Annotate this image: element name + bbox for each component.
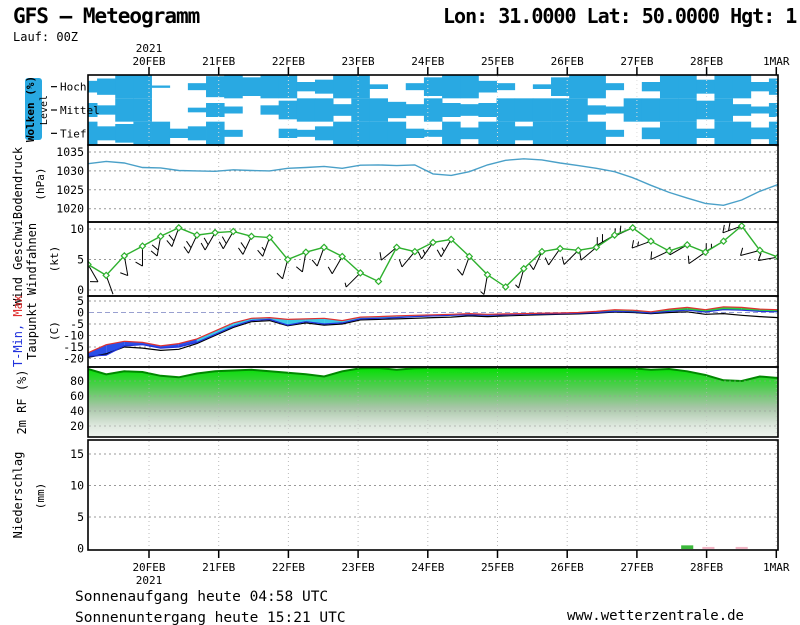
date-label: 24FEB: [411, 561, 444, 574]
wind-tick-label: 0: [77, 283, 84, 297]
date-label: 22FEB: [272, 55, 305, 68]
clouds-panel: Wolken (%) Level Hoch Mittel Tief: [24, 74, 779, 146]
date-label: 26FEB: [551, 561, 584, 574]
date-label: 21FEB: [202, 55, 235, 68]
precip-tick-label: 10: [70, 479, 84, 493]
pressure-unit-label: (hPa): [34, 167, 47, 200]
bottom-date-axis: 20FEB 21FEB 22FEB 23FEB 24FEB 25FEB 26FEB 27FEB…: [132, 550, 790, 587]
temperature-tick-label: -15: [63, 340, 84, 354]
wind-axis-title: Wind Geschwi.: [11, 212, 25, 306]
temperature-panel: 50-5-10-15-20 T-Min, Max Taupunkt (C): [11, 294, 779, 368]
year-label: 2021: [136, 42, 163, 55]
clouds-level-label: Level: [39, 95, 50, 125]
date-label: 28FEB: [690, 561, 723, 574]
coordinates-label: Lon: 31.0000 Lat: 50.0000 Hgt: 1: [443, 4, 797, 28]
temperature-tick-label: -20: [63, 352, 84, 366]
wind-unit-label: (kt): [48, 246, 61, 273]
page-title: GFS – Meteogramm: [13, 4, 200, 28]
date-label: 1MAR: [763, 55, 790, 68]
wind-tick-label: 10: [70, 222, 84, 236]
pressure-panel: 1035 1030 1025 1020 Bodendruck (hPa): [11, 144, 779, 223]
clouds-axis-title: Wolken (%): [24, 76, 37, 142]
date-label: 1MAR: [763, 561, 790, 574]
date-label: 24FEB: [411, 55, 444, 68]
humidity-tick-label: 80: [70, 374, 84, 388]
temperature-axis-title: T-Min, Max: [11, 295, 25, 367]
date-label: 23FEB: [342, 55, 375, 68]
humidity-axis-title: 2m RF (%): [15, 369, 29, 434]
date-label: 20FEB: [132, 55, 165, 68]
date-label: 26FEB: [551, 55, 584, 68]
year-label: 2021: [136, 574, 163, 587]
pressure-tick-label: 1030: [56, 164, 84, 178]
temperature-tick-label: 0: [77, 306, 84, 320]
temperature-tick-label: 5: [77, 294, 84, 308]
date-label: 28FEB: [690, 55, 723, 68]
cloud-level-label: Hoch: [60, 81, 87, 94]
date-label: 27FEB: [620, 55, 653, 68]
run-label: Lauf: 00Z: [13, 30, 78, 44]
precip-bar: [702, 546, 715, 549]
humidity-tick-label: 20: [70, 419, 84, 433]
sunrise-label: Sonnenaufgang heute 04:58 UTC: [75, 589, 328, 605]
watermark: www.wetterzentrale.de: [567, 608, 744, 624]
precip-bar: [735, 546, 748, 549]
temperature-unit-label: (C): [48, 321, 61, 341]
date-label: 25FEB: [481, 55, 514, 68]
temperature-tick-label: -5: [70, 317, 84, 331]
pressure-tick-label: 1025: [56, 183, 84, 197]
cloud-level-label: Mittel: [60, 104, 100, 117]
precip-axis-title: Niederschlag: [11, 452, 25, 539]
date-label: 20FEB: [132, 561, 165, 574]
date-label: 22FEB: [272, 561, 305, 574]
pressure-tick-label: 1035: [56, 145, 84, 159]
sunset-label: Sonnenuntergang heute 15:21 UTC: [75, 610, 346, 625]
date-label: 25FEB: [481, 561, 514, 574]
temperature-tick-label: -10: [63, 329, 84, 343]
cloud-level-label: Tief: [60, 127, 87, 140]
date-label: 23FEB: [342, 561, 375, 574]
wind-tick-label: 5: [77, 253, 84, 267]
humidity-tick-label: 60: [70, 389, 84, 403]
precip-tick-label: 5: [77, 510, 84, 524]
precip-bar: [681, 545, 694, 549]
date-label: 27FEB: [620, 561, 653, 574]
humidity-tick-label: 40: [70, 404, 84, 418]
precip-unit-label: (mm): [34, 483, 47, 510]
pressure-axis-title: Bodendruck: [11, 146, 25, 219]
precip-tick-label: 0: [77, 542, 84, 556]
windbarb-axis-title: Windfahnen: [25, 223, 39, 295]
date-label: 21FEB: [202, 561, 235, 574]
pressure-tick-label: 1020: [56, 202, 84, 216]
precipitation-panel: 15 10 5 0 Niederschlag (mm): [11, 439, 779, 556]
dewpoint-axis-title: Taupunkt: [25, 302, 39, 360]
precip-tick-label: 15: [70, 447, 84, 461]
